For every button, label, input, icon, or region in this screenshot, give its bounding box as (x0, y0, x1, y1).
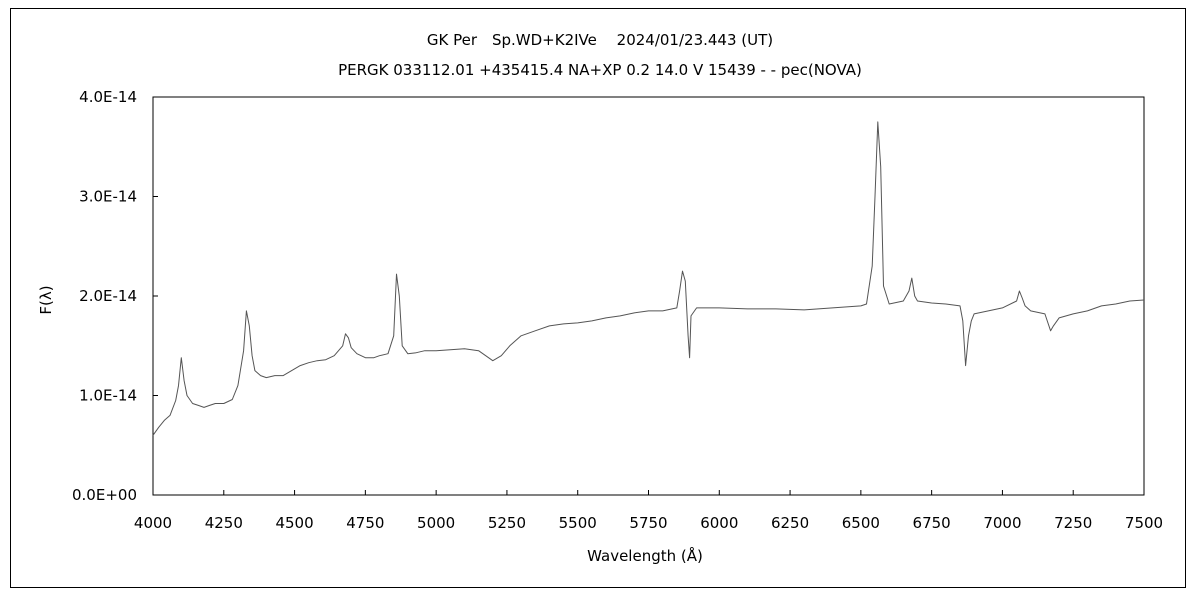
chart-title: GK Per Sp.WD+K2IVe 2024/01/23.443 (UT) (427, 31, 773, 49)
x-axis-label: Wavelength (Å) (587, 546, 703, 565)
spectrum-line (152, 121, 1145, 436)
x-tick-label: 4500 (275, 514, 313, 532)
x-tick-label: 5500 (559, 514, 597, 532)
y-axis: 0.0E+00 1.0E-14 2.0E-14 3.0E-14 4.0E-14 (72, 88, 158, 504)
y-tick-label: 4.0E-14 (79, 88, 137, 106)
x-tick-label: 5250 (488, 514, 526, 532)
x-tick-label: 6250 (771, 514, 809, 532)
x-tick-label: 7500 (1125, 514, 1163, 532)
y-axis-label: F(λ) (37, 285, 55, 314)
y-tick-label: 1.0E-14 (79, 387, 137, 405)
x-tick-label: 7000 (983, 514, 1021, 532)
y-tick-label: 3.0E-14 (79, 188, 137, 206)
series-layer (152, 121, 1145, 436)
x-tick-label: 6000 (700, 514, 738, 532)
x-axis: 4000 4250 4500 4750 5000 5250 5500 5750 6000 6250… (134, 490, 1163, 532)
y-tick-label: 2.0E-14 (79, 287, 137, 305)
x-tick-label: 7250 (1054, 514, 1092, 532)
y-tick-label: 0.0E+00 (72, 486, 137, 504)
plot-area (152, 96, 1145, 496)
x-tick-label: 4750 (346, 514, 384, 532)
x-tick-label: 5750 (629, 514, 667, 532)
x-tick-label: 6500 (842, 514, 880, 532)
chart-subtitle: PERGK 033112.01 +435415.4 NA+XP 0.2 14.0… (338, 61, 862, 79)
chart-frame (10, 8, 1186, 588)
x-tick-label: 4000 (134, 514, 172, 532)
x-tick-label: 4250 (205, 514, 243, 532)
x-tick-label: 5000 (417, 514, 455, 532)
x-tick-label: 6750 (913, 514, 951, 532)
